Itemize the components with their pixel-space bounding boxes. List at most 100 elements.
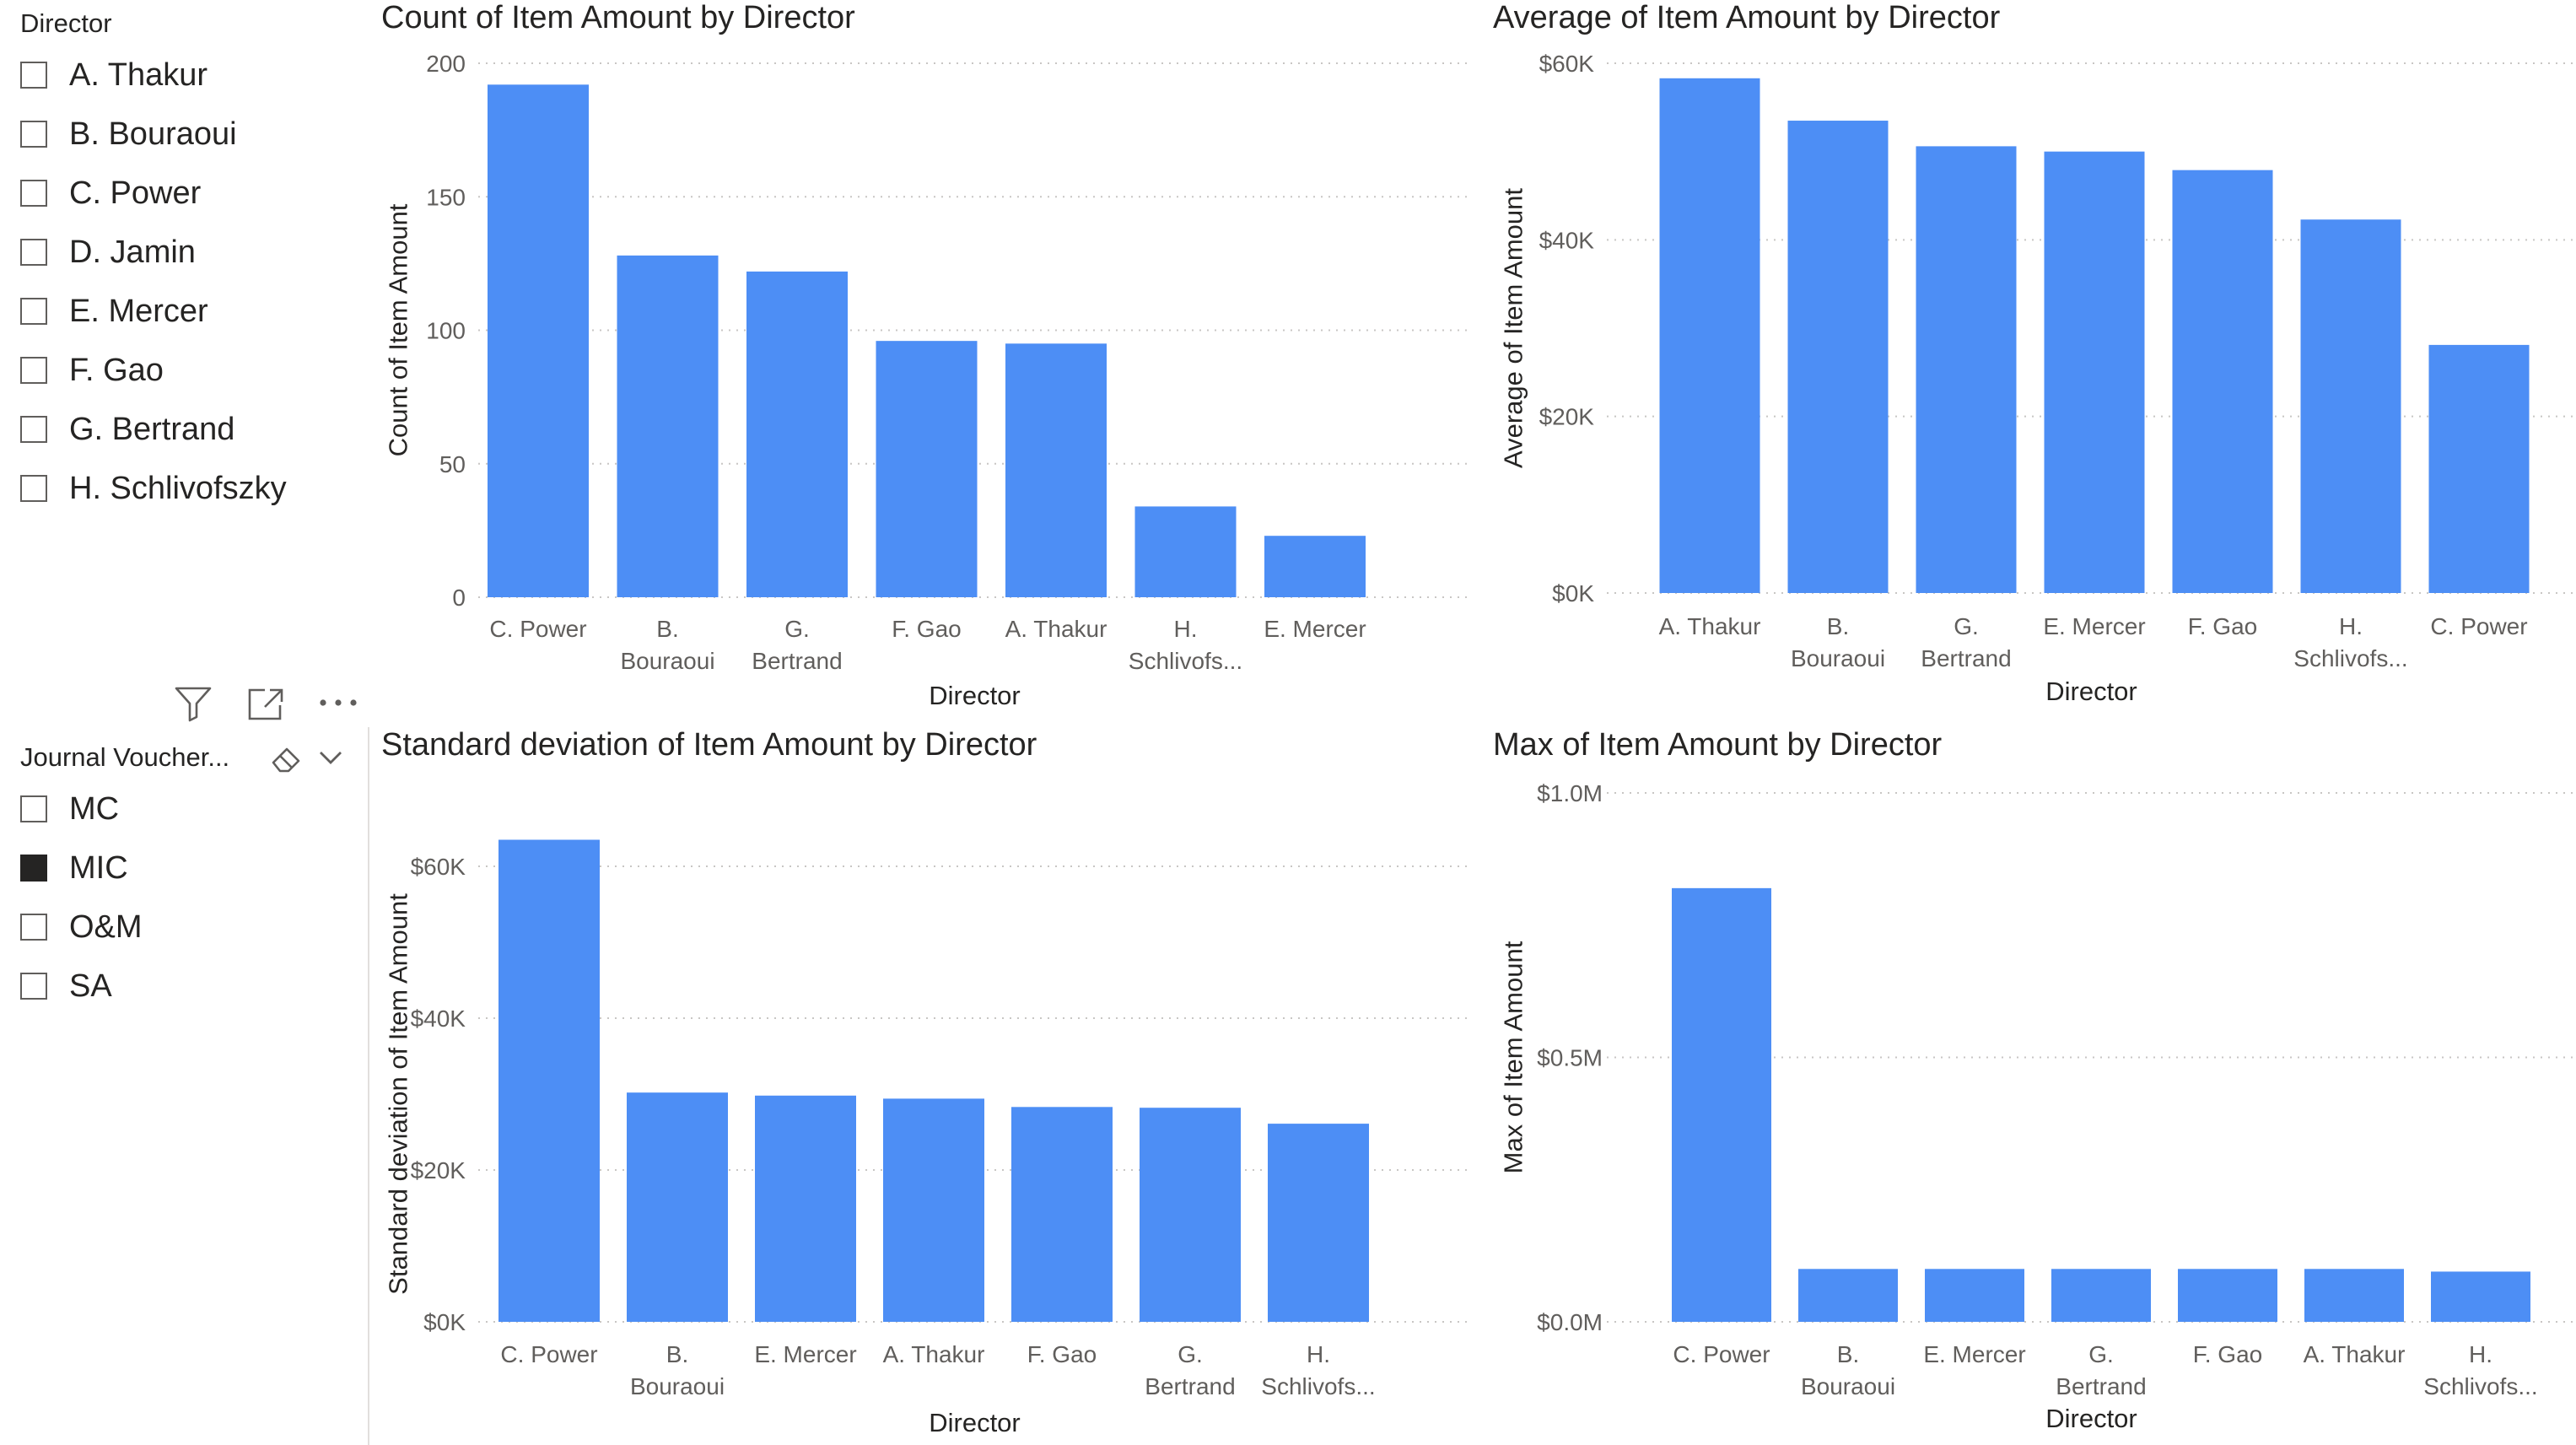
bar[interactable]	[746, 271, 848, 597]
slicer-item[interactable]: A. Thakur	[20, 46, 287, 105]
bar[interactable]	[2044, 151, 2145, 593]
stddev-chart[interactable]: $0K $20K $40K $60K C. Power B. Bouraoui E. Merc…	[381, 727, 1478, 1445]
chart-svg: 0 50 100 150 200 C. Power B. Bouraoui G. Bertrand…	[384, 51, 1471, 710]
x-category-label: E. Mercer	[2043, 613, 2145, 639]
panel-divider	[368, 727, 369, 1445]
slicer-item-label: G. Bertrand	[69, 411, 235, 447]
x-category-label: A. Thakur	[1659, 613, 1761, 639]
bar[interactable]	[2172, 170, 2273, 593]
checkbox[interactable]	[20, 855, 47, 882]
bar[interactable]	[1140, 1108, 1241, 1322]
y-tick-label: $60K	[1539, 51, 1595, 77]
bar[interactable]	[1268, 1124, 1369, 1322]
y-tick-label: $0.5M	[1537, 1045, 1603, 1071]
bar[interactable]	[627, 1092, 728, 1322]
bar[interactable]	[1925, 1269, 2024, 1322]
slicer-item[interactable]: H. Schlivofszky	[20, 459, 287, 518]
bar[interactable]	[1672, 887, 1771, 1322]
slicer-item-label: A. Thakur	[69, 57, 208, 93]
slicer-item[interactable]: SA	[20, 957, 143, 1016]
y-tick-label: 0	[452, 585, 466, 611]
bar[interactable]	[1787, 121, 1889, 594]
y-axis-title: Standard deviation of Item Amount	[384, 893, 413, 1295]
bar[interactable]	[883, 1098, 984, 1322]
bar[interactable]	[1916, 146, 2017, 594]
bar[interactable]	[488, 84, 589, 597]
chart-svg: $0K $20K $40K $60K C. Power B. Bouraoui E. Merc…	[384, 839, 1471, 1437]
checkbox[interactable]	[20, 357, 47, 384]
y-tick-label: 100	[426, 318, 466, 344]
eraser-icon[interactable]	[268, 742, 305, 780]
chevron-down-icon[interactable]	[317, 747, 344, 772]
checkbox[interactable]	[20, 180, 47, 207]
bar[interactable]	[876, 341, 978, 597]
slicer-item[interactable]: F. Gao	[20, 341, 287, 400]
bar[interactable]	[2178, 1269, 2277, 1322]
slicer-item[interactable]: D. Jamin	[20, 223, 287, 282]
y-tick-label: $0.0M	[1537, 1309, 1603, 1335]
slicer-item-label: MIC	[69, 849, 128, 886]
bar[interactable]	[2300, 219, 2401, 593]
x-category-label: E. Mercer	[1923, 1341, 2025, 1367]
chart-svg: $0.0M $0.5M $1.0M C. Power B. Bouraoui E. Merc…	[1499, 780, 2576, 1433]
x-category-label: E. Mercer	[1264, 616, 1366, 642]
x-category-label: B. Bouraoui	[1791, 613, 1885, 671]
slicer-item-label: SA	[69, 968, 112, 1004]
y-axis-title: Count of Item Amount	[384, 203, 413, 456]
x-axis-title: Director	[2045, 677, 2137, 706]
bar[interactable]	[1659, 78, 1760, 593]
checkbox[interactable]	[20, 298, 47, 325]
bar[interactable]	[1264, 536, 1366, 597]
bar[interactable]	[2431, 1271, 2530, 1322]
count-chart[interactable]: 0 50 100 150 200 C. Power B. Bouraoui G. Bertrand…	[381, 0, 1478, 717]
x-category-label: H. Schlivofs...	[1129, 616, 1242, 674]
slicer-item[interactable]: O&M	[20, 898, 143, 957]
slicer-item-label: D. Jamin	[69, 234, 196, 270]
bar[interactable]	[2051, 1269, 2151, 1322]
x-category-label: A. Thakur	[1005, 616, 1107, 642]
checkbox[interactable]	[20, 121, 47, 148]
checkbox[interactable]	[20, 914, 47, 941]
x-category-label: G. Bertrand	[1145, 1341, 1235, 1399]
slicer-item[interactable]: MC	[20, 779, 143, 838]
bar[interactable]	[617, 255, 719, 597]
y-tick-label: $40K	[411, 1006, 466, 1032]
slicer-item[interactable]: MIC	[20, 838, 143, 898]
y-tick-label: $0K	[423, 1309, 466, 1335]
average-chart[interactable]: $0K $20K $40K $60K A. Thakur B. Bouraoui G. Bert…	[1493, 0, 2576, 717]
bar[interactable]	[2428, 344, 2530, 593]
bar[interactable]	[1011, 1107, 1113, 1322]
bar[interactable]	[755, 1095, 856, 1322]
slicer-item[interactable]: B. Bouraoui	[20, 105, 287, 164]
bar[interactable]	[1005, 343, 1107, 597]
x-axis-title: Director	[929, 681, 1021, 710]
checkbox[interactable]	[20, 795, 47, 822]
more-options-icon[interactable]	[317, 697, 359, 713]
y-tick-label: $40K	[1539, 227, 1595, 253]
checkbox[interactable]	[20, 62, 47, 89]
x-category-label: F. Gao	[1027, 1341, 1097, 1367]
bar[interactable]	[1134, 506, 1237, 597]
checkbox[interactable]	[20, 475, 47, 502]
slicer-item-label: O&M	[69, 909, 143, 945]
max-chart[interactable]: $0.0M $0.5M $1.0M C. Power B. Bouraoui E. Merc…	[1493, 727, 2576, 1445]
checkbox[interactable]	[20, 416, 47, 443]
slicer-item[interactable]: C. Power	[20, 164, 287, 223]
checkbox[interactable]	[20, 239, 47, 266]
checkbox[interactable]	[20, 973, 47, 1000]
bar[interactable]	[2304, 1269, 2404, 1322]
bar[interactable]	[1798, 1269, 1898, 1322]
chart-title: Standard deviation of Item Amount by Dir…	[381, 727, 1037, 763]
slicer-item-label: E. Mercer	[69, 293, 208, 329]
x-category-label: F. Gao	[892, 616, 961, 642]
focus-mode-icon[interactable]	[246, 687, 285, 726]
slicer-item-label: F. Gao	[69, 352, 164, 388]
slicer-item[interactable]: E. Mercer	[20, 282, 287, 341]
x-category-label: E. Mercer	[754, 1341, 856, 1367]
slicer-item[interactable]: G. Bertrand	[20, 400, 287, 459]
y-tick-label: $1.0M	[1537, 780, 1603, 806]
bar[interactable]	[498, 839, 600, 1323]
x-category-label: H. Schlivofs...	[2293, 613, 2407, 671]
y-axis-title: Average of Item Amount	[1499, 188, 1528, 468]
filter-icon[interactable]	[174, 685, 213, 726]
